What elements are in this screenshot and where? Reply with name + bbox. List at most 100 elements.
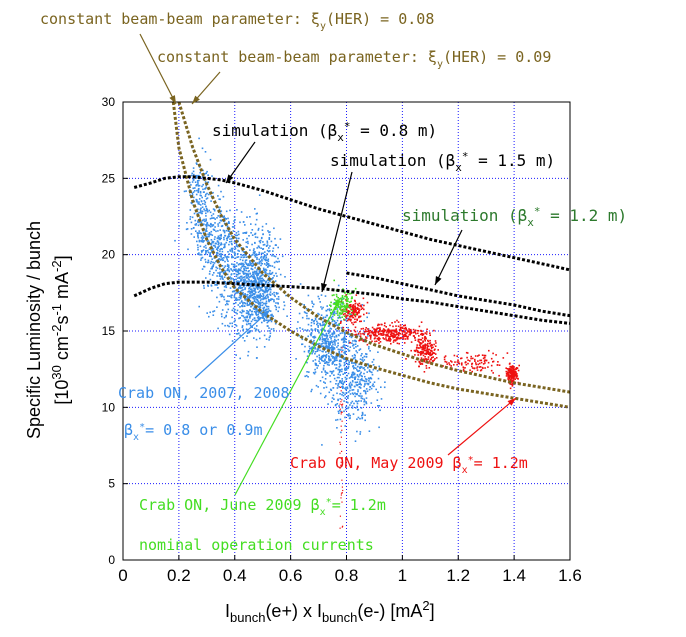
data-point [402, 330, 405, 333]
data-point [227, 236, 229, 238]
data-point [392, 329, 394, 332]
data-point [314, 347, 316, 350]
data-point [340, 360, 342, 363]
data-point [218, 221, 221, 224]
data-point [399, 324, 402, 326]
data-point [205, 212, 207, 215]
data-point [358, 311, 360, 314]
data-point [336, 324, 339, 327]
data-point [338, 371, 341, 374]
data-point [240, 278, 242, 281]
data-point [419, 359, 422, 361]
data-point [233, 280, 235, 283]
data-point [350, 375, 353, 378]
data-point [246, 298, 248, 300]
data-point [366, 301, 369, 304]
data-point [231, 294, 233, 296]
data-point [419, 363, 422, 365]
data-point [253, 310, 256, 313]
data-point [326, 372, 329, 374]
data-point [476, 367, 478, 369]
data-point [331, 340, 333, 342]
data-point [268, 250, 270, 253]
y-tick-label: 30 [102, 95, 116, 109]
data-point [364, 384, 366, 386]
data-point [234, 298, 237, 301]
data-point [202, 203, 204, 205]
series-line [346, 271, 570, 318]
data-point [426, 342, 429, 345]
data-point [233, 320, 236, 323]
data-point [426, 331, 428, 333]
data-point [325, 351, 327, 353]
data-point [330, 318, 333, 320]
data-point [430, 343, 433, 346]
data-point [342, 305, 344, 308]
data-point [329, 304, 331, 306]
data-point [233, 290, 235, 292]
data-point [279, 285, 281, 287]
data-point [340, 327, 343, 329]
data-point [220, 313, 223, 315]
data-point [197, 237, 200, 239]
data-point [351, 312, 353, 314]
data-point [244, 259, 247, 262]
data-point [364, 375, 366, 378]
data-point [191, 181, 194, 183]
data-point [241, 309, 244, 312]
data-point [427, 340, 430, 343]
data-point [221, 275, 223, 277]
data-point [345, 309, 348, 311]
data-point [193, 212, 196, 215]
data-point [509, 370, 512, 372]
data-point [283, 301, 285, 303]
data-point [342, 394, 345, 397]
data-point [378, 405, 381, 407]
data-point [264, 251, 266, 253]
data-point [340, 299, 343, 302]
data-point [212, 224, 215, 226]
data-point [343, 344, 345, 346]
data-point [217, 327, 219, 330]
data-point [350, 308, 352, 311]
data-point [344, 291, 346, 293]
data-point [235, 297, 237, 299]
data-point [369, 331, 371, 334]
data-point [384, 329, 387, 332]
data-point [331, 363, 334, 365]
data-point [376, 327, 378, 330]
data-point [270, 240, 273, 243]
data-point [363, 400, 366, 402]
data-point [192, 177, 195, 180]
data-point [484, 362, 486, 364]
data-point [241, 265, 243, 268]
data-point [325, 340, 327, 343]
data-point [202, 236, 205, 239]
data-point [215, 242, 217, 245]
data-point [241, 300, 243, 302]
data-point [326, 314, 328, 317]
data-point [409, 329, 411, 331]
data-point [507, 372, 509, 374]
data-point [209, 270, 211, 273]
data-point [268, 330, 270, 332]
data-point [334, 322, 337, 324]
data-point [243, 340, 246, 342]
data-point [228, 333, 231, 336]
data-point [203, 173, 206, 175]
data-point [243, 265, 245, 268]
data-point [201, 250, 204, 252]
data-point [360, 328, 363, 330]
data-point [204, 151, 207, 153]
data-point [312, 360, 314, 362]
data-point [214, 226, 216, 228]
data-point [316, 355, 318, 358]
data-point [372, 332, 374, 335]
data-point [236, 333, 239, 335]
data-point [247, 312, 250, 315]
data-point [243, 281, 245, 283]
data-point [272, 328, 275, 330]
data-point [342, 313, 345, 316]
data-point [428, 360, 431, 362]
data-point [342, 341, 345, 344]
